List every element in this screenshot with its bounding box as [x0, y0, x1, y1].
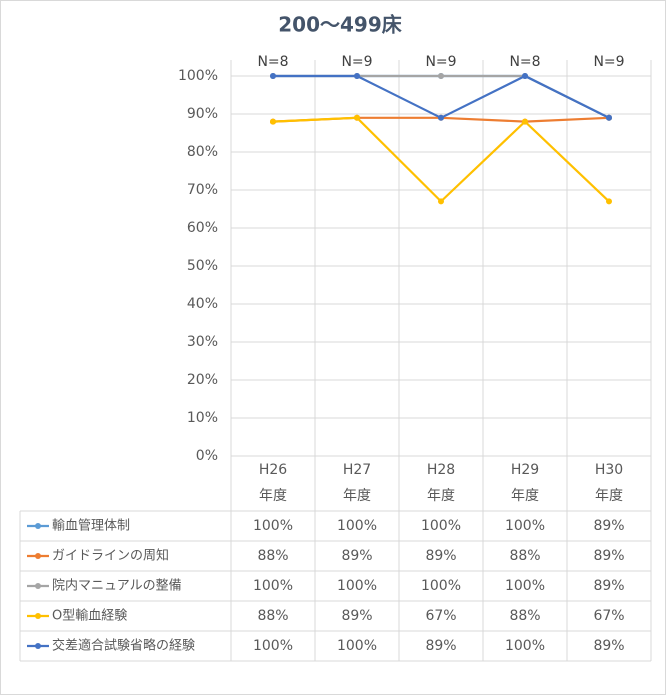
legend-key-marker: [35, 643, 41, 649]
n-label: N=8: [257, 54, 288, 70]
y-tick-label: 40%: [187, 296, 218, 312]
table-value: 100%: [505, 578, 545, 594]
data-point: [606, 114, 612, 121]
table-value: 89%: [341, 608, 372, 624]
table-value: 88%: [257, 608, 288, 624]
table-value: 88%: [257, 548, 288, 564]
table-value: 100%: [505, 638, 545, 654]
data-point: [270, 118, 276, 125]
y-tick-label: 50%: [187, 258, 218, 274]
y-tick-label: 80%: [187, 144, 218, 160]
table-value: 89%: [593, 518, 624, 534]
y-tick-label: 10%: [187, 410, 218, 426]
table-value: 89%: [593, 638, 624, 654]
table-value: 100%: [253, 578, 293, 594]
table-value: 67%: [425, 608, 456, 624]
data-point: [354, 73, 360, 79]
data-point: [438, 73, 444, 79]
x-tick-label: H29 年度: [510, 462, 540, 504]
x-tick-label: H28 年度: [426, 462, 456, 504]
table-value: 100%: [337, 578, 377, 594]
table-value: 100%: [505, 518, 545, 534]
table-value: 89%: [593, 548, 624, 564]
y-tick-label: 60%: [187, 220, 218, 236]
chart-title: 200～499床: [278, 13, 402, 37]
table-value: 100%: [421, 578, 461, 594]
n-label: N=9: [425, 54, 456, 70]
legend-key-marker: [35, 583, 41, 589]
table-value: 100%: [253, 638, 293, 654]
table-value: 88%: [509, 608, 540, 624]
data-point: [438, 114, 444, 121]
y-tick-label: 70%: [187, 182, 218, 198]
x-tick-label: H30 年度: [594, 462, 624, 504]
y-tick-label: 20%: [187, 372, 218, 388]
table-value: 100%: [253, 518, 293, 534]
data-point: [522, 118, 528, 125]
data-point: [354, 114, 360, 121]
table-value: 89%: [425, 548, 456, 564]
y-tick-label: 90%: [187, 106, 218, 122]
legend-label: 交差適合試験省略の経験: [52, 638, 195, 654]
table-value: 67%: [593, 608, 624, 624]
n-label: N=9: [341, 54, 372, 70]
x-tick-label: H26 年度: [258, 462, 288, 504]
data-point: [270, 73, 276, 79]
table-value: 100%: [337, 638, 377, 654]
table-value: 100%: [337, 518, 377, 534]
data-point: [522, 73, 528, 79]
y-tick-label: 0%: [196, 448, 218, 464]
n-label: N=9: [593, 54, 624, 70]
n-label: N=8: [509, 54, 540, 70]
legend-key-marker: [35, 613, 41, 619]
x-tick-label: H27 年度: [342, 462, 372, 504]
legend-label: 輸血管理体制: [52, 519, 130, 534]
table-value: 88%: [509, 548, 540, 564]
y-tick-label: 100%: [178, 68, 218, 84]
table-value: 89%: [425, 638, 456, 654]
y-tick-label: 30%: [187, 334, 218, 350]
legend-key-marker: [35, 523, 41, 529]
data-point: [606, 198, 612, 205]
legend-label: ガイドラインの周知: [52, 548, 169, 564]
table-value: 89%: [593, 578, 624, 594]
table-value: 100%: [421, 518, 461, 534]
table-value: 89%: [341, 548, 372, 564]
data-point: [438, 198, 444, 205]
legend-label: O型輸血経験: [52, 609, 127, 624]
legend-label: 院内マニュアルの整備: [52, 578, 182, 594]
legend-key-marker: [35, 553, 41, 559]
